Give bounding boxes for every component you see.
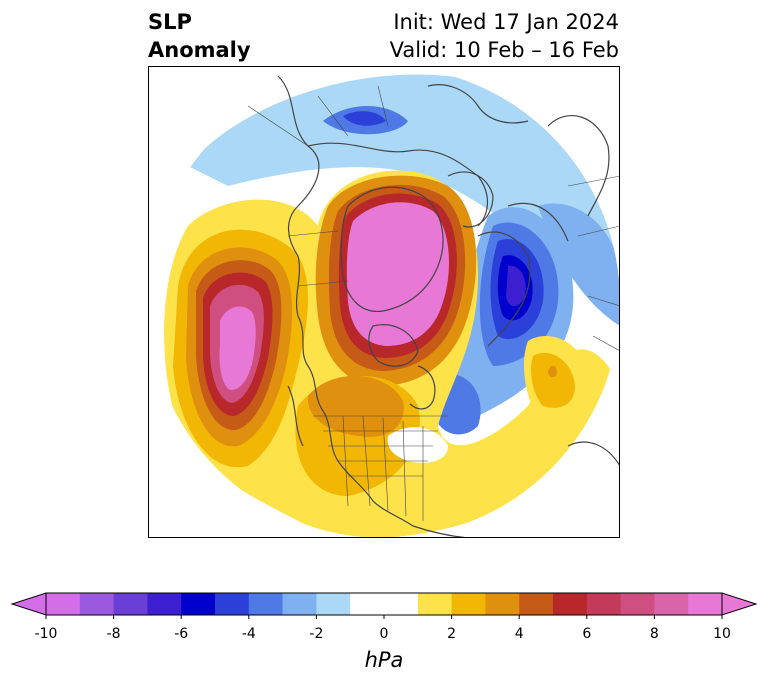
- colorbar-segment: [282, 593, 317, 615]
- colorbar-segment: [215, 593, 250, 615]
- valid-range: Valid: 10 Feb – 16 Feb: [389, 38, 619, 62]
- title-line-1: SLP: [148, 10, 192, 34]
- colorbar-extend-high: [721, 592, 758, 616]
- colorbar-segment: [316, 593, 351, 615]
- colorbar-segment: [654, 593, 689, 615]
- colorbar-segment: [620, 593, 655, 615]
- map-title: SLP Anomaly: [148, 8, 251, 64]
- title-line-2: Anomaly: [148, 38, 251, 62]
- colorbar-segment: [46, 593, 81, 615]
- colorbar-segment: [181, 593, 216, 615]
- colorbar-extend-low: [10, 592, 47, 616]
- colorbar-segment: [248, 593, 284, 615]
- colorbar-segment: [485, 593, 520, 615]
- colorbar-tick-label: -8: [106, 626, 121, 642]
- colorbar-segment: [147, 593, 182, 615]
- colorbar-units: hPa: [364, 648, 404, 672]
- colorbar-tick-label: -10: [34, 626, 58, 642]
- coastlines: [277, 75, 620, 538]
- colorbar-tick-label: 10: [713, 626, 731, 642]
- colorbar-segment: [451, 593, 486, 615]
- colorbar-tick-label: 2: [447, 626, 457, 642]
- colorbar-tick-label: 6: [582, 626, 592, 642]
- init-date: Init: Wed 17 Jan 2024: [393, 10, 619, 34]
- colorbar-segment: [553, 593, 588, 615]
- colorbar-tick-label: 4: [514, 626, 524, 642]
- map-svg: [148, 66, 620, 538]
- date-info: Init: Wed 17 Jan 2024 Valid: 10 Feb – 16…: [390, 8, 619, 64]
- anomaly-map: [148, 66, 620, 538]
- colorbar-segment: [350, 593, 385, 615]
- colorbar-tick-label: -4: [241, 626, 256, 642]
- colorbar: [10, 592, 758, 619]
- colorbar-segment: [384, 593, 419, 615]
- colorbar-segment: [688, 593, 723, 615]
- colorbar-segment: [417, 593, 453, 615]
- colorbar-tick-label: 0: [379, 626, 389, 642]
- colorbar-segment: [519, 593, 554, 615]
- colorbar-segment: [79, 593, 115, 615]
- colorbar-segment: [113, 593, 148, 615]
- colorbar-tick-label: -2: [309, 626, 324, 642]
- colorbar-tick-label: 8: [649, 626, 659, 642]
- colorbar-tick-label: -6: [174, 626, 189, 642]
- country-borders: [247, 85, 620, 521]
- colorbar-segment: [586, 593, 622, 615]
- anomaly-fills: [164, 74, 620, 538]
